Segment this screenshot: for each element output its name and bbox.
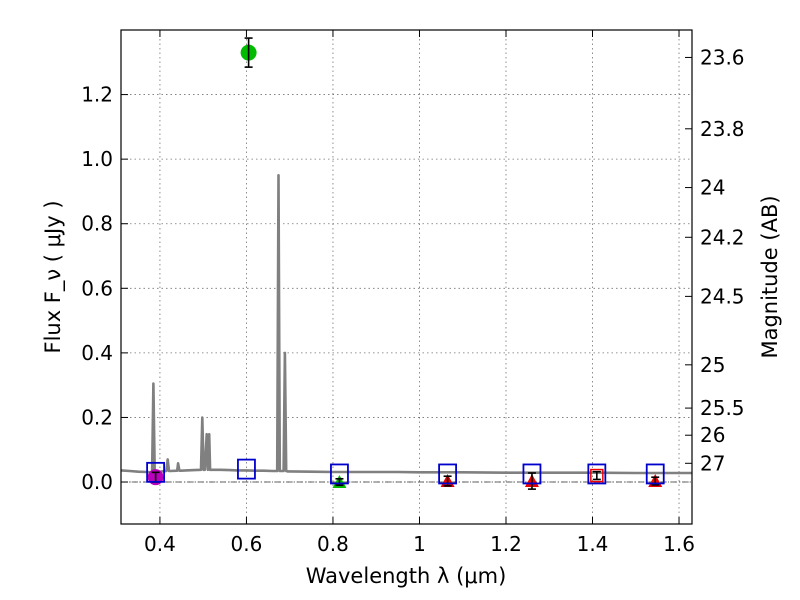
x-tick-label: 1: [413, 532, 426, 556]
right-tick-label: 27: [700, 451, 725, 475]
y-axis-label: Flux F_ν ( μJy ): [41, 200, 66, 353]
right-tick-label: 26: [700, 423, 725, 447]
plot-frame: [120, 29, 693, 525]
y-axis-right-label: Magnitude (AB): [758, 195, 782, 358]
error-bar-r: [244, 37, 253, 68]
model-spectrum-line: [120, 174, 692, 475]
model-photometry-square: [237, 458, 256, 480]
model-photometry-square: [330, 463, 349, 485]
x-axis-label: Wavelength λ (μm): [306, 564, 507, 588]
right-tick-label: 25: [700, 353, 725, 377]
x-tick-label: 1.6: [663, 532, 695, 556]
data-point-H: [590, 468, 604, 483]
y-tick-label: 0.4: [81, 341, 113, 365]
right-tick-label: 24.2: [700, 225, 745, 249]
model-photometry-square: [522, 463, 542, 485]
grid: [121, 30, 692, 524]
right-tick-label: 23.8: [700, 117, 745, 141]
y-tick-label: 1.2: [81, 83, 113, 107]
y-tick-label: 0.6: [81, 276, 113, 300]
right-tick-label: 24.5: [700, 284, 745, 308]
x-tick-label: 1.2: [490, 532, 522, 556]
x-tick-label: 0.8: [317, 532, 349, 556]
model-photometry-square: [645, 463, 665, 485]
error-bar-J: [527, 472, 536, 490]
right-tick-label: 23.6: [700, 45, 745, 69]
x-tick-label: 0.4: [144, 532, 176, 556]
error-bar-H: [592, 470, 601, 481]
x-tick-label: 1.4: [577, 532, 609, 556]
model-photometry-square: [587, 463, 607, 485]
model-photometry-square: [438, 463, 457, 485]
x-tick-label: 0.6: [231, 532, 263, 556]
y-tick-label: 0.0: [81, 470, 113, 494]
model-photometry-square: [146, 461, 166, 483]
y-tick-label: 1.0: [81, 147, 113, 171]
plot-area: [120, 37, 692, 490]
y-tick-label: 0.2: [81, 405, 113, 429]
right-tick-label: 25.5: [700, 396, 745, 420]
y-tick-label: 0.8: [81, 212, 113, 236]
right-tick-label: 24: [700, 176, 725, 200]
axis-ticks: 0.4 0.6 0.8 1 1.2 1.4 1.6 0.0 0.2 0.4 0.6 0.8 1.0 1.2…: [81, 30, 745, 556]
